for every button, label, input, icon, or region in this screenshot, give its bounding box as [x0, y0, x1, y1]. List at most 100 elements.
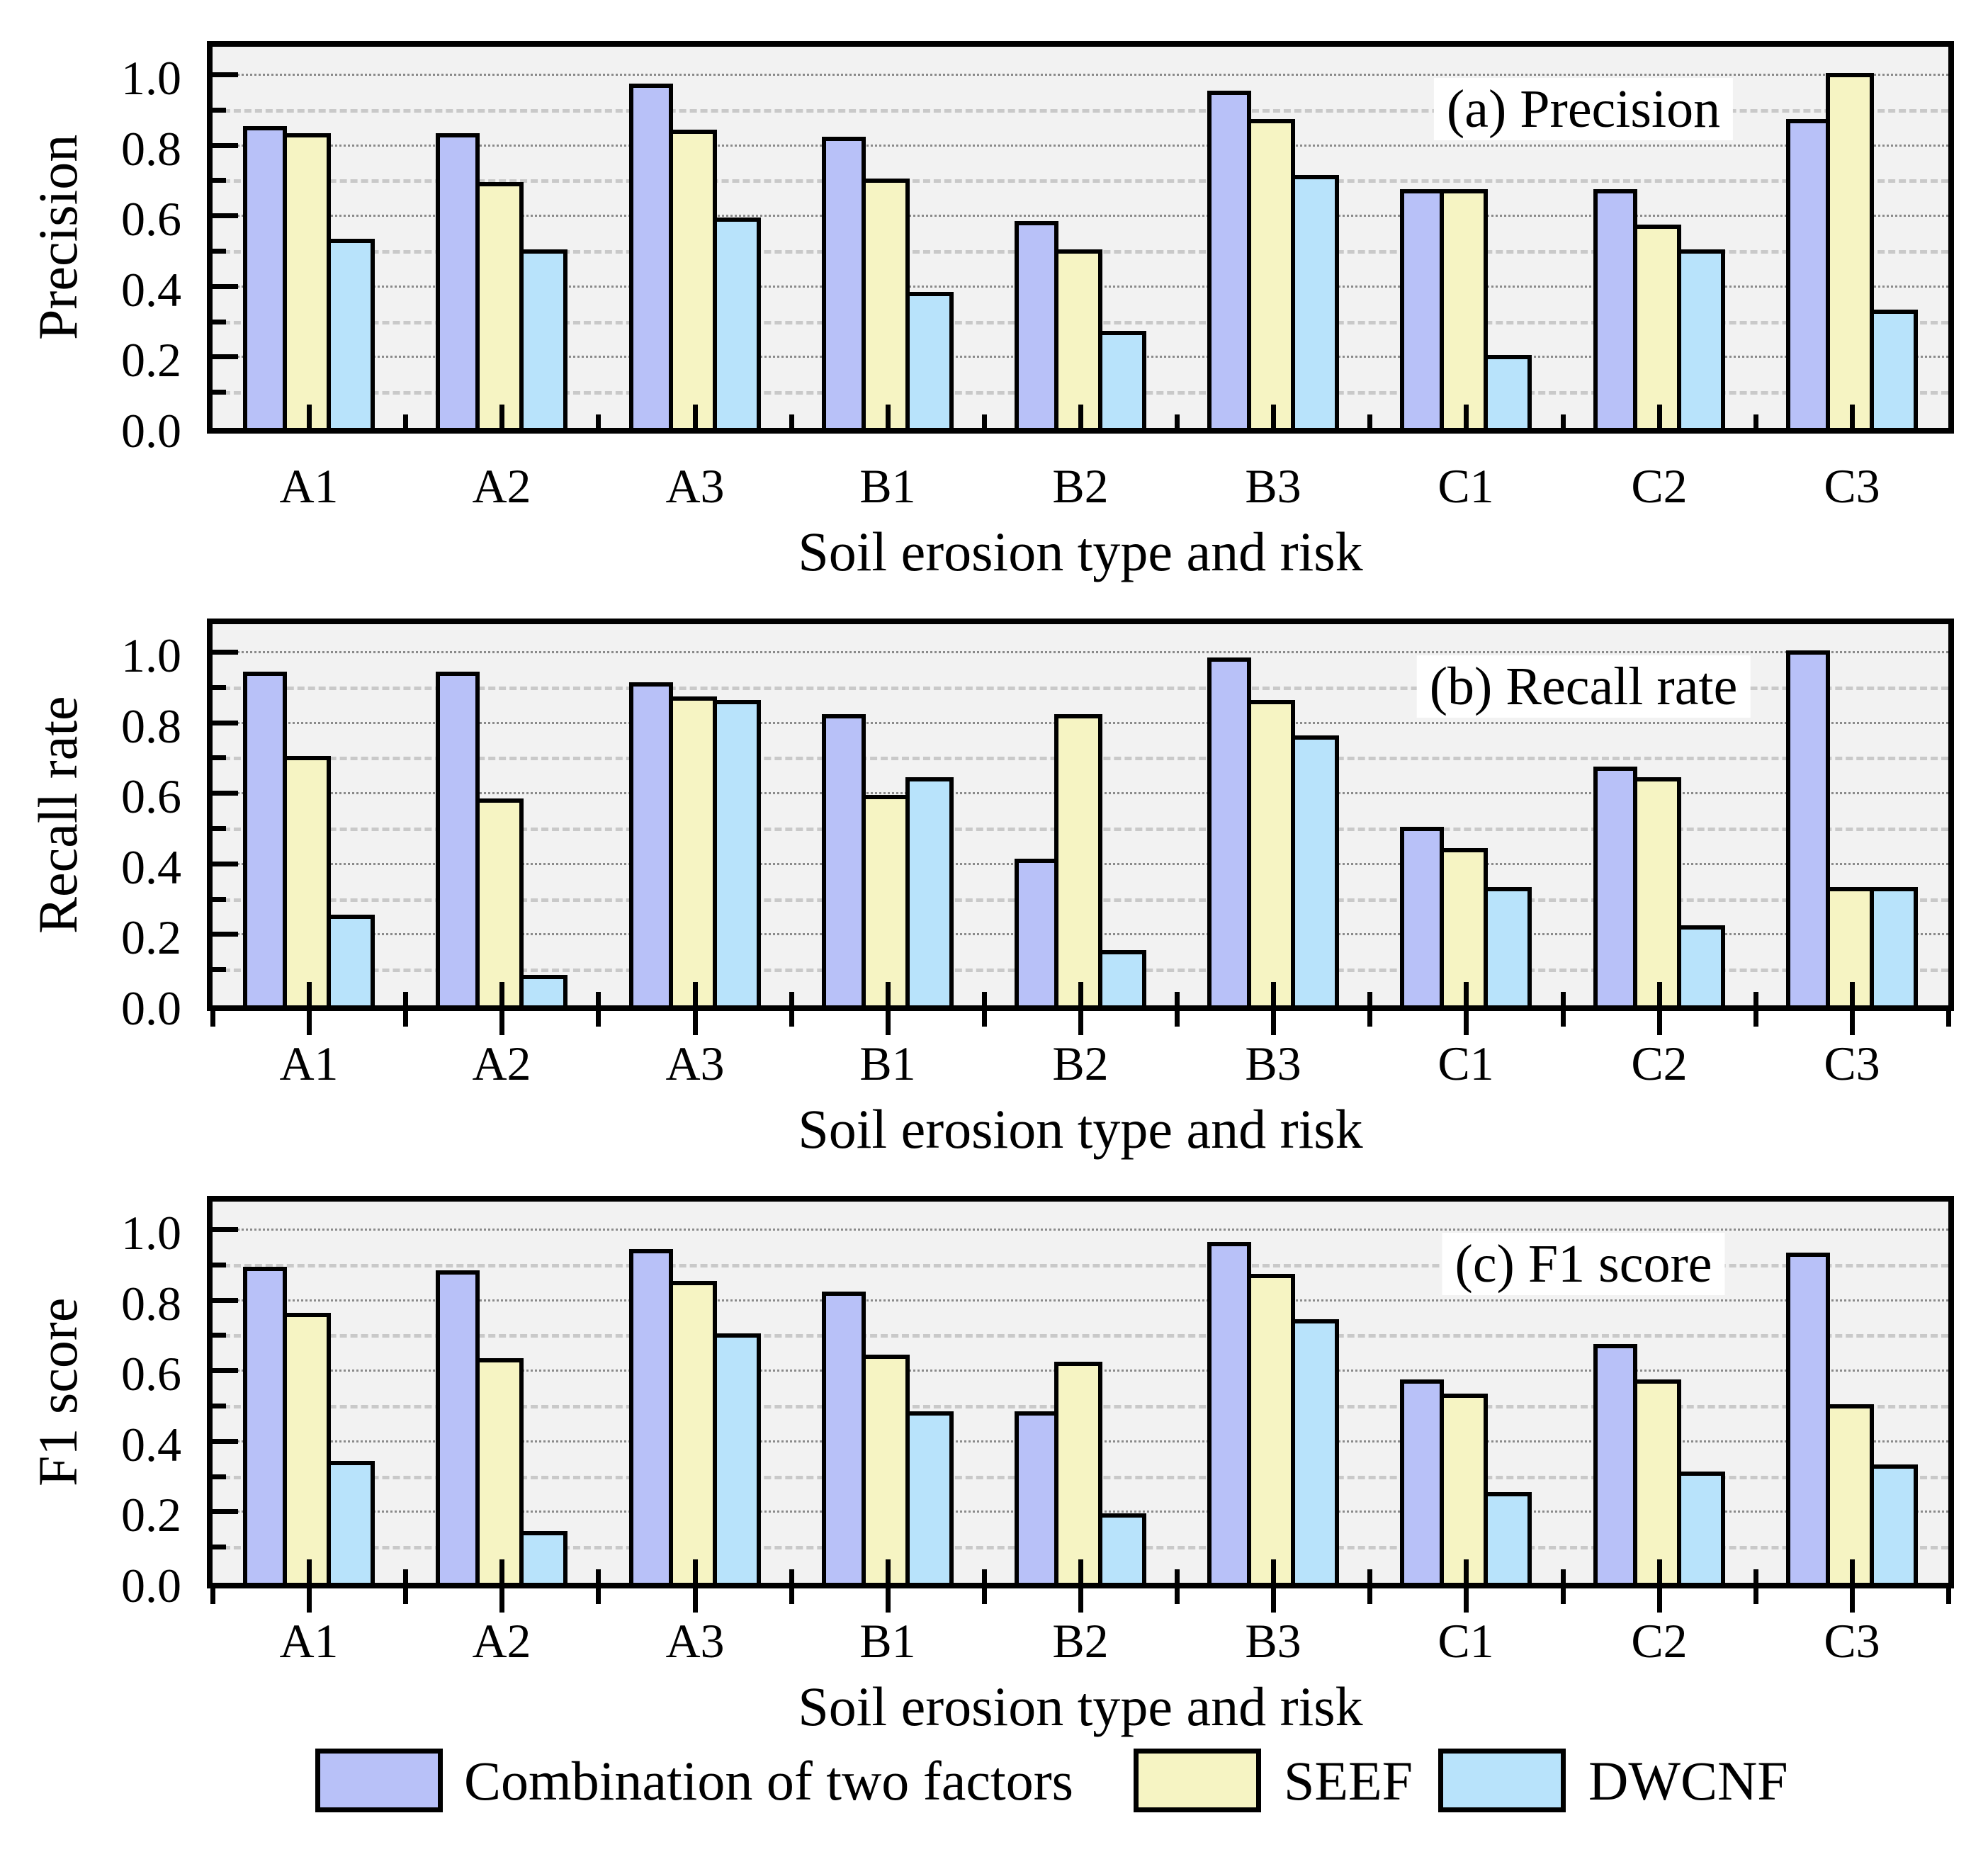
x-tick-out-center-b1 — [886, 1583, 891, 1613]
bar-dwcnf-b1 — [905, 1411, 954, 1583]
bar-dwcnf-c2 — [1677, 925, 1725, 1005]
x-tick-label-c2: C2 — [1631, 1037, 1688, 1090]
y-tick-minor — [213, 967, 226, 972]
x-tick-boundary — [596, 414, 601, 428]
bar-seef-b3 — [1247, 700, 1295, 1005]
y-tick-minor — [213, 390, 226, 395]
x-tick-boundary — [982, 992, 987, 1005]
x-tick-label-c2: C2 — [1631, 459, 1688, 513]
x-tick-center-c3 — [1850, 405, 1855, 428]
x-tick-center-b3 — [1271, 1559, 1276, 1583]
x-tick-out-boundary — [789, 1583, 794, 1604]
y-tick-label: 0.8 — [121, 122, 181, 176]
x-tick-label-b3: B3 — [1245, 1614, 1301, 1668]
bar-dwcnf-b3 — [1291, 1319, 1339, 1583]
bar-combination-c2 — [1593, 189, 1637, 428]
x-tick-center-a2 — [499, 1559, 504, 1583]
x-tick-center-c3 — [1850, 1559, 1855, 1583]
x-tick-center-b3 — [1271, 405, 1276, 428]
y-tick-minor — [213, 1263, 226, 1267]
x-tick-center-a2 — [499, 982, 504, 1005]
x-tick-out-center-c3 — [1850, 1005, 1855, 1035]
x-tick-out-boundary — [596, 1005, 601, 1027]
y-tick-major — [213, 1298, 238, 1303]
x-tick-boundary — [596, 1569, 601, 1583]
bar-dwcnf-a2 — [519, 249, 567, 428]
y-tick-major — [213, 213, 238, 218]
bar-combination-a3 — [629, 682, 673, 1005]
x-tick-out-boundary — [982, 1005, 987, 1027]
bar-combination-b1 — [822, 137, 866, 428]
bar-dwcnf-a2 — [519, 975, 567, 1005]
x-tick-boundary — [1561, 414, 1566, 428]
x-tick-boundary — [1753, 992, 1758, 1005]
x-tick-label-a2: A2 — [472, 1037, 531, 1090]
gridline-major — [213, 145, 1948, 147]
bar-combination-a3 — [629, 84, 673, 428]
x-tick-center-b1 — [886, 982, 891, 1005]
panel-recall-rate: Recall rate (b) Recall rate Soil erosion… — [0, 619, 1988, 1207]
bar-combination-a1 — [243, 672, 287, 1005]
x-tick-label-b2: B2 — [1052, 1037, 1109, 1090]
x-tick-out-center-c3 — [1850, 1583, 1855, 1613]
x-tick-center-a1 — [307, 982, 312, 1005]
y-tick-major — [213, 791, 238, 796]
x-tick-out-boundary — [789, 1005, 794, 1027]
bar-dwcnf-a3 — [713, 700, 761, 1005]
bar-seef-a3 — [669, 696, 717, 1005]
bar-dwcnf-c2 — [1677, 1472, 1725, 1583]
bar-combination-c1 — [1400, 189, 1444, 428]
x-tick-center-a3 — [693, 982, 698, 1005]
x-tick-label-c3: C3 — [1824, 1614, 1880, 1668]
bar-seef-c1 — [1440, 189, 1488, 428]
bar-combination-a2 — [436, 133, 480, 428]
x-tick-out-boundary — [1753, 1583, 1758, 1604]
x-tick-out-boundary — [1561, 1583, 1566, 1604]
x-tick-out-center-c2 — [1657, 1005, 1662, 1035]
y-tick-label: 0.0 — [121, 981, 181, 1035]
bar-seef-b3 — [1247, 1274, 1295, 1583]
panel-title: (b) Recall rate — [1416, 655, 1751, 718]
y-tick-major — [213, 1439, 238, 1444]
bar-seef-a1 — [283, 1313, 331, 1583]
x-tick-label-c1: C1 — [1438, 1614, 1494, 1668]
y-tick-minor — [213, 178, 226, 183]
x-tick-out-boundary — [210, 1583, 215, 1604]
x-tick-boundary — [403, 992, 408, 1005]
bar-combination-b1 — [822, 714, 866, 1005]
x-tick-out-center-b2 — [1078, 1005, 1083, 1035]
x-tick-out-boundary — [1367, 1005, 1372, 1027]
x-tick-center-a3 — [693, 1559, 698, 1583]
bar-seef-c1 — [1440, 1394, 1488, 1583]
x-tick-center-a1 — [307, 1559, 312, 1583]
x-tick-boundary — [1367, 992, 1372, 1005]
x-tick-label-a3: A3 — [665, 459, 725, 513]
y-tick-minor — [213, 897, 226, 902]
x-tick-boundary — [982, 414, 987, 428]
x-tick-label-a2: A2 — [472, 459, 531, 513]
bar-dwcnf-a1 — [327, 915, 375, 1005]
bar-seef-c3 — [1826, 1404, 1874, 1583]
x-tick-out-boundary — [403, 1583, 408, 1604]
bar-seef-a3 — [669, 130, 717, 428]
bar-dwcnf-c3 — [1870, 1464, 1918, 1583]
gridline-minor — [213, 1264, 1948, 1267]
bar-seef-b2 — [1054, 249, 1102, 428]
bar-dwcnf-a3 — [713, 1333, 761, 1583]
y-tick-major — [213, 1368, 238, 1373]
x-tick-center-b2 — [1078, 405, 1083, 428]
bar-seef-a1 — [283, 133, 331, 428]
bar-combination-a2 — [436, 672, 480, 1005]
bar-combination-a1 — [243, 126, 287, 428]
bar-combination-a3 — [629, 1249, 673, 1583]
x-tick-boundary — [403, 414, 408, 428]
x-tick-out-center-a1 — [307, 1583, 312, 1613]
x-tick-center-b2 — [1078, 982, 1083, 1005]
y-tick-label: 0.0 — [121, 1559, 181, 1613]
bar-seef-b3 — [1247, 119, 1295, 428]
y-tick-major — [213, 1509, 238, 1514]
x-axis-title: Soil erosion type and risk — [798, 1676, 1363, 1737]
x-tick-out-center-a3 — [693, 1583, 698, 1613]
x-tick-label-b2: B2 — [1052, 1614, 1109, 1668]
